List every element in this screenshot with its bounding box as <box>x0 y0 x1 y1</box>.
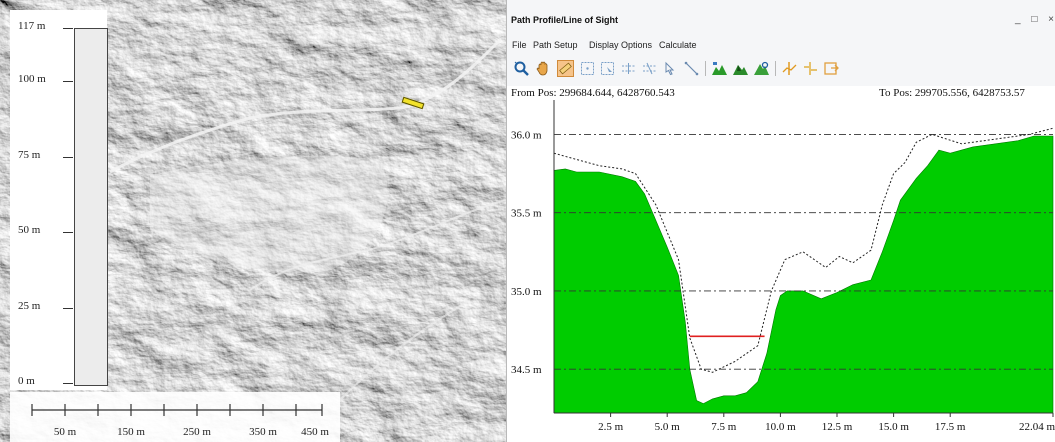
y-tick-label: 36.0 m <box>511 129 542 141</box>
scale-label: 150 m <box>117 426 145 438</box>
grid-icon[interactable] <box>579 60 596 77</box>
to-position: To Pos: 299705.556, 6428753.57 <box>879 87 1025 99</box>
window-controls: _ □ × <box>1007 14 1054 25</box>
profile-plot[interactable]: 36.0 m 35.5 m 35.0 m 34.5 m 2.5 m 5.0 m 7.5 m 1… <box>507 100 1055 442</box>
terrain-peak-icon[interactable] <box>753 60 770 77</box>
window-title: Path Profile/Line of Sight <box>511 15 619 25</box>
y-tick-label: 35.5 m <box>511 208 542 220</box>
scale-label: 250 m <box>183 426 211 438</box>
toolbar-separator <box>775 61 776 76</box>
menu-file[interactable]: File <box>512 40 527 50</box>
title-bar[interactable]: Path Profile/Line of Sight _ □ × <box>507 12 1055 30</box>
scale-label: 450 m <box>301 426 329 438</box>
menu-bar: File Path Setup Display Options Calculat… <box>507 38 1055 54</box>
toolbar <box>507 56 1055 82</box>
scale-label: 0 m <box>18 375 35 387</box>
terrain-green-icon[interactable] <box>711 60 728 77</box>
x-tick-label: 10.0 m <box>765 421 796 433</box>
pointer-icon[interactable] <box>662 60 679 77</box>
zoom-in-icon[interactable] <box>513 60 530 77</box>
close-button[interactable]: × <box>1048 14 1054 25</box>
y-tick-label: 35.0 m <box>511 286 542 298</box>
maximize-button[interactable]: □ <box>1031 14 1038 25</box>
minimize-button[interactable]: _ <box>1014 14 1021 25</box>
scale-label: 50 m <box>53 426 77 438</box>
scale-bar-graphic <box>31 404 323 416</box>
scale-tick <box>63 383 73 384</box>
scale-label: 350 m <box>249 426 277 438</box>
scale-tick <box>63 157 73 158</box>
x-tick-label: 7.5 m <box>711 421 737 433</box>
terrain-shade-icon[interactable] <box>732 60 749 77</box>
grid-select-icon[interactable] <box>599 60 616 77</box>
path-profile-window: Path Profile/Line of Sight _ □ × File Pa… <box>506 0 1055 442</box>
y-tick-label: 34.5 m <box>511 364 542 376</box>
menu-calculate[interactable]: Calculate <box>659 40 697 50</box>
dashed-line-icon[interactable] <box>620 60 637 77</box>
x-tick-label: 2.5 m <box>598 421 624 433</box>
terrain-area <box>553 135 1054 414</box>
ruler-icon[interactable] <box>557 60 574 77</box>
horizontal-scale-bar: 50 m 150 m 250 m 350 m 450 m <box>10 392 340 442</box>
menu-display-options[interactable]: Display Options <box>589 40 653 50</box>
scale-tick <box>63 308 73 309</box>
dashed-line-alt-icon[interactable] <box>641 60 658 77</box>
scale-label: 100 m <box>18 73 46 85</box>
menu-path-setup[interactable]: Path Setup <box>533 40 578 50</box>
x-tick-label: 12.5 m <box>822 421 853 433</box>
from-position: From Pos: 299684.644, 6428760.543 <box>511 87 675 99</box>
x-tick-label: 22.04 m <box>1019 421 1055 433</box>
profile-split-icon[interactable] <box>781 60 798 77</box>
scale-tick <box>63 232 73 233</box>
measure-line-icon[interactable] <box>683 60 700 77</box>
scale-label: 50 m <box>18 224 41 236</box>
profile-chart[interactable]: 36.0 m 35.5 m 35.0 m 34.5 m 2.5 m 5.0 m 7.5 m 1… <box>507 100 1055 442</box>
scale-tick <box>63 28 73 29</box>
line-of-sight-dotted <box>553 127 1054 373</box>
hillshade-map[interactable]: 117 m 100 m 75 m 50 m 25 m 0 m 50 m 150 … <box>0 0 506 442</box>
scale-label: 75 m <box>18 149 41 161</box>
x-tick-label: 15.0 m <box>878 421 909 433</box>
scale-label: 117 m <box>18 20 46 32</box>
profile-split-alt-icon[interactable] <box>802 60 819 77</box>
elevation-scale-bar <box>74 28 108 386</box>
vertical-scale-legend: 117 m 100 m 75 m 50 m 25 m 0 m <box>10 10 108 390</box>
pan-hand-icon[interactable] <box>535 60 552 77</box>
scale-tick <box>63 81 73 82</box>
toolbar-separator <box>705 61 706 76</box>
position-readout: From Pos: 299684.644, 6428760.543 To Pos… <box>507 86 1055 100</box>
profile-export-icon[interactable] <box>823 60 840 77</box>
x-tick-label: 17.5 m <box>935 421 966 433</box>
x-tick-label: 5.0 m <box>655 421 681 433</box>
scale-label: 25 m <box>18 300 41 312</box>
